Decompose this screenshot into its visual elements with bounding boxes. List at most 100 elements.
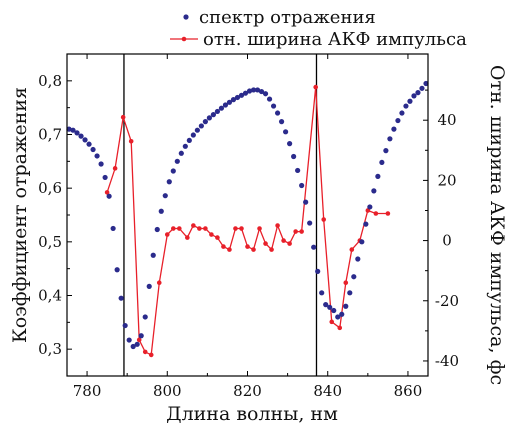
reflection-point [158, 208, 164, 214]
x-tick-label: 780 [73, 382, 102, 400]
acf-width-point [191, 223, 196, 228]
reflection-point [202, 119, 208, 125]
reflection-point [102, 174, 108, 181]
acf-width-point [197, 226, 202, 231]
acf-width-point [120, 114, 126, 120]
reflection-point [134, 341, 140, 347]
reflection-point [86, 141, 92, 147]
reflection-point [383, 148, 389, 154]
y-left-tick-label: 0,7 [38, 126, 62, 144]
reflection-point [250, 87, 257, 93]
reflection-point [90, 146, 96, 153]
reflection-point [174, 158, 180, 164]
reflection-point [94, 153, 100, 159]
reflection-point [222, 102, 229, 108]
reflection-point [315, 268, 321, 274]
acf-width-point [337, 325, 343, 331]
reflection-point [299, 182, 305, 189]
acf-width-point [142, 349, 148, 355]
reflection-point [331, 307, 337, 314]
reflection-point [210, 112, 217, 118]
acf-width-point [299, 229, 304, 234]
reflection-point [254, 87, 261, 93]
acf-width-point [245, 244, 250, 249]
reflection-point [122, 322, 128, 329]
acf-width-line [106, 87, 388, 356]
x-tick-label: 860 [394, 382, 423, 400]
acf-width-point [128, 138, 134, 144]
reflection-point [355, 256, 361, 262]
y-left-tick-label: 0,3 [38, 340, 62, 358]
acf-width-point [373, 211, 379, 216]
reflection-point [130, 343, 136, 350]
reflection-point [138, 333, 144, 339]
acf-width-point [215, 235, 220, 240]
reflection-point [359, 239, 365, 245]
reflection-point [278, 119, 285, 125]
reflection-point [371, 188, 377, 194]
reflection-point [367, 204, 373, 210]
reflection-point [146, 283, 152, 289]
acf-width-point [343, 280, 349, 286]
x-tick-label: 800 [153, 382, 182, 400]
acf-width-point [269, 247, 274, 252]
acf-width-point [321, 217, 327, 222]
y-right-tick-label: 40 [437, 111, 456, 129]
legend-marker-acf [181, 36, 187, 42]
reflection-point [78, 133, 84, 139]
reflection-point [190, 132, 196, 138]
reflection-point [363, 221, 369, 227]
reflection-point [295, 167, 301, 174]
reflection-point [170, 168, 176, 174]
y-left-tick-label: 0,6 [38, 179, 62, 197]
reflection-point [142, 314, 148, 320]
reflection-point [114, 267, 120, 273]
legend-label-acf: отн. ширина АКФ импульса [203, 29, 467, 50]
reflection-point [110, 225, 116, 232]
acf-width-point [104, 190, 110, 195]
acf-width-point [329, 319, 335, 325]
vertical-markers [123, 54, 318, 376]
reflection-point [186, 137, 192, 144]
reflection-point [194, 127, 200, 133]
acf-width-point [112, 166, 118, 171]
reflection-point [242, 90, 249, 96]
reflection-point [403, 103, 409, 109]
reflection-point [274, 110, 281, 116]
reflection-point [70, 127, 76, 133]
reflection-point [291, 153, 297, 160]
acf-width-point [251, 247, 256, 252]
acf-width-point [263, 241, 268, 246]
reflection-point [238, 92, 245, 98]
acf-width-point [164, 232, 170, 237]
acf-width-point [313, 84, 318, 90]
reflection-point [246, 88, 253, 94]
reflection-point [66, 126, 72, 132]
reflection-point [74, 130, 80, 136]
reflection-point [206, 115, 212, 121]
reflection-point [118, 295, 124, 301]
reflection-point [387, 136, 393, 142]
reflection-point [218, 105, 225, 111]
reflection-point [343, 303, 349, 309]
reflection-point [258, 88, 265, 95]
reflection-point [98, 161, 104, 167]
reflection-point [399, 110, 405, 116]
acf-width-point [136, 337, 142, 343]
acf-width-point [227, 247, 232, 252]
reflection-point [423, 80, 429, 87]
acf-width-point [385, 211, 391, 216]
y-axis-right-title: Отн. ширина АКФ импульса, фс [486, 65, 508, 385]
reflection-point [319, 290, 325, 296]
reflection-point [303, 199, 309, 205]
acf-width-point [233, 226, 238, 231]
reflection-point [407, 98, 413, 104]
acf-width-point [293, 229, 298, 234]
plot-frame [66, 53, 429, 377]
reflection-point [283, 129, 289, 135]
reflection-point [391, 126, 397, 132]
legend-label-reflection: спектр отражения [199, 7, 376, 28]
x-tick-label: 820 [233, 382, 262, 400]
x-axis: 780 800 820 840 860 [73, 54, 423, 400]
series-reflection-spectrum [66, 80, 429, 350]
